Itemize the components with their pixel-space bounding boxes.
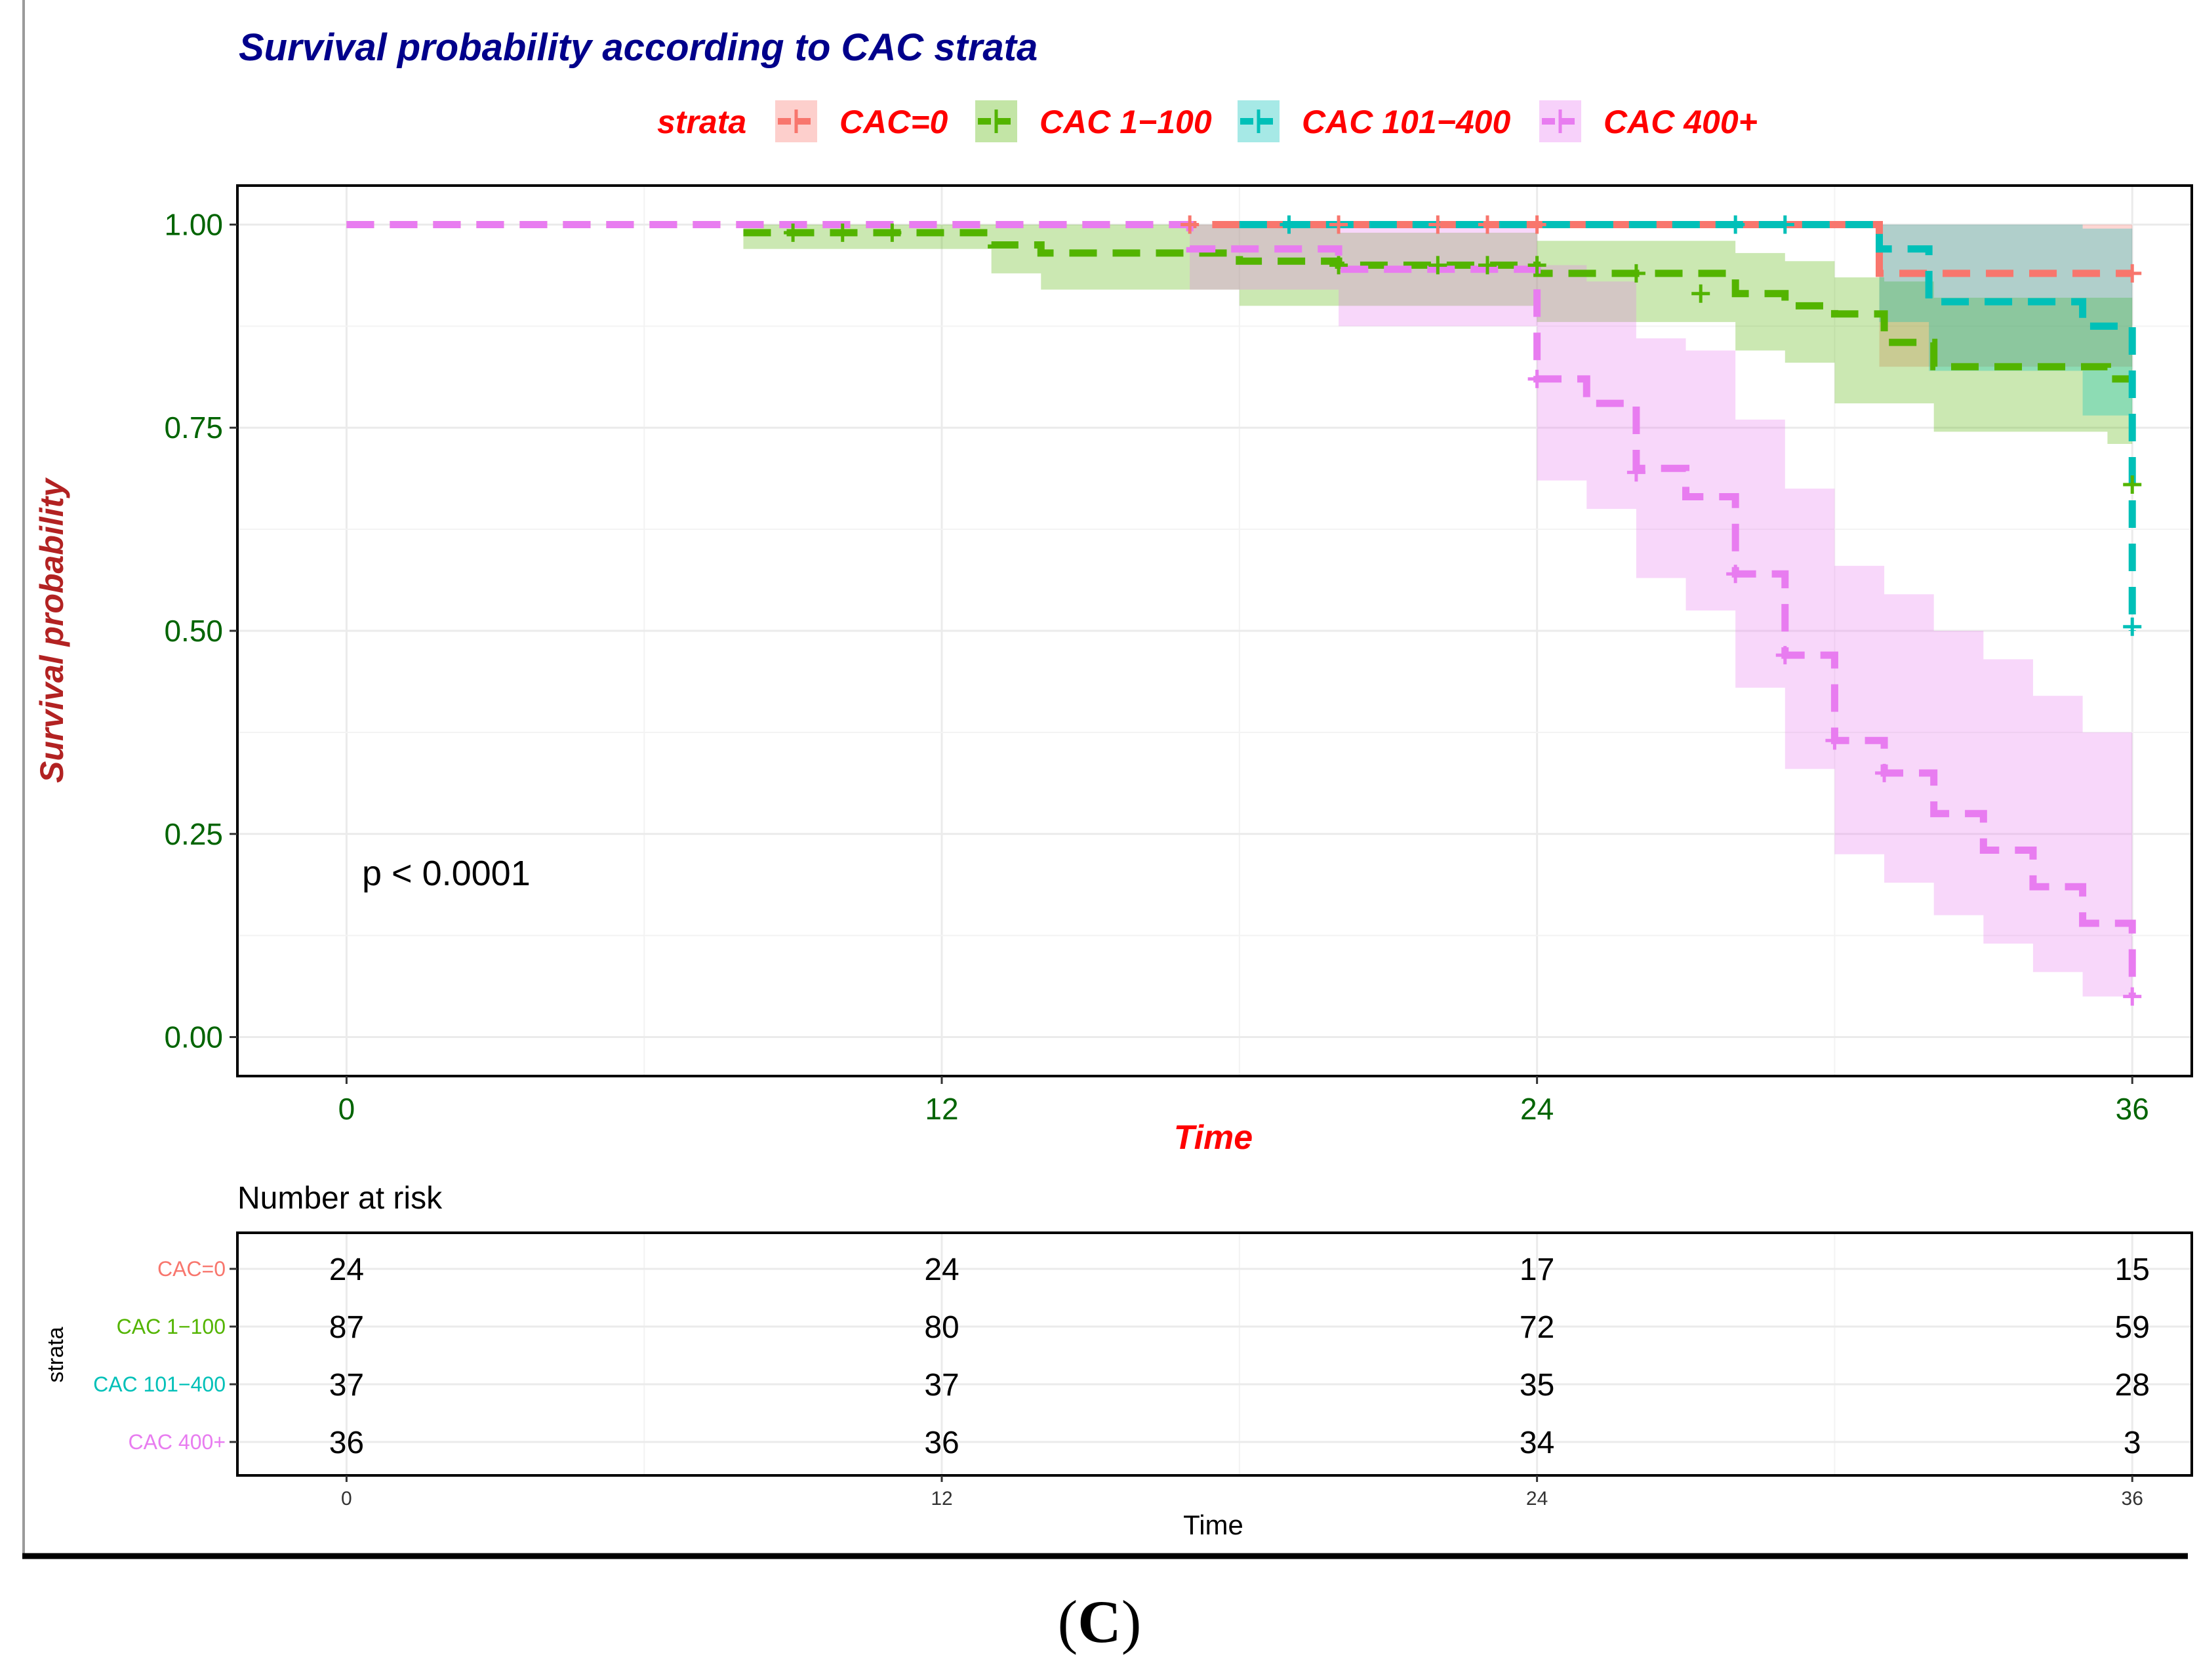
risk-count-cac-1-100-t36: 59 bbox=[2115, 1310, 2150, 1345]
censor-mark-cac-400 bbox=[1825, 731, 1844, 750]
risk-x-tick-label: 36 bbox=[2122, 1488, 2143, 1510]
risk-count-cac-1-100-t24: 72 bbox=[1520, 1310, 1554, 1345]
p-value-annotation: p < 0.0001 bbox=[362, 854, 531, 893]
risk-count-cac-0-t24: 17 bbox=[1520, 1252, 1554, 1287]
risk-table-frame bbox=[236, 1231, 2193, 1477]
chart-title: Survival probability according to CAC st… bbox=[239, 26, 1038, 69]
survival-curve-cac-101-400 bbox=[1239, 220, 2136, 631]
censor-mark-cac-1-100 bbox=[833, 223, 852, 242]
risk-x-tick-label: 12 bbox=[931, 1488, 952, 1510]
panel-label-letter: C bbox=[1078, 1588, 1121, 1655]
risk-row-label-cac-101-400: CAC 101−400 bbox=[93, 1372, 226, 1396]
risk-table-xlabel: Time bbox=[1183, 1510, 1243, 1540]
panel-label: (C) bbox=[1057, 1588, 1142, 1655]
risk-count-cac-101-400-t12: 37 bbox=[924, 1368, 959, 1403]
survival-curve-cac-0 bbox=[346, 220, 2133, 277]
censor-mark-cac-1-100 bbox=[1329, 256, 1348, 275]
censor-mark-cac-400 bbox=[1726, 565, 1745, 584]
ci-band-cac-400 bbox=[346, 224, 2133, 997]
legend-label-cac-0: CAC=0 bbox=[839, 104, 948, 140]
risk-x-tick-label: 24 bbox=[1526, 1488, 1548, 1510]
censor-mark-cac-1-100 bbox=[784, 223, 803, 242]
censor-mark-cac-400 bbox=[1626, 463, 1645, 482]
censor-mark-cac-0 bbox=[1428, 215, 1447, 234]
censor-mark-cac-101-400 bbox=[1280, 215, 1299, 234]
risk-count-cac-0-t36: 15 bbox=[2115, 1252, 2150, 1287]
censor-mark-cac-101-400 bbox=[1726, 215, 1745, 234]
censor-mark-cac-101-400 bbox=[1775, 215, 1794, 234]
censor-mark-cac-0 bbox=[1180, 215, 1200, 234]
legend-title: strata bbox=[657, 104, 746, 140]
censor-mark-cac-1-100 bbox=[1428, 256, 1447, 275]
risk-table-axes: CAC=0 CAC 1−100 CAC 101−400 CAC 400+ 0 12 24 36 bbox=[93, 1257, 2143, 1510]
risk-count-cac-400-t12: 36 bbox=[924, 1426, 959, 1460]
censor-mark-cac-400 bbox=[2123, 987, 2142, 1006]
x-tick-label: 12 bbox=[925, 1092, 958, 1126]
ci-band-cac-0 bbox=[346, 224, 2133, 367]
censor-mark-cac-0 bbox=[2123, 264, 2142, 283]
x-tick-label: 24 bbox=[1520, 1092, 1554, 1126]
x-tick-label: 36 bbox=[2116, 1092, 2149, 1126]
legend: strata CAC=0 CAC 1−100 CAC 101−400 CAC 400+ bbox=[657, 100, 1758, 142]
risk-count-cac-400-t24: 34 bbox=[1520, 1426, 1554, 1460]
censor-mark-cac-1-100 bbox=[1691, 284, 1710, 303]
censor-mark-cac-1-100 bbox=[883, 223, 902, 242]
y-tick-label: 1.00 bbox=[164, 207, 223, 241]
censor-mark-cac-1-100 bbox=[1478, 256, 1497, 275]
risk-table-ylabel: strata bbox=[43, 1327, 68, 1382]
y-tick-label: 0.50 bbox=[164, 614, 223, 648]
censor-mark-cac-1-100 bbox=[2123, 475, 2142, 494]
y-tick-label: 0.75 bbox=[164, 410, 223, 445]
censor-mark-cac-400 bbox=[1527, 369, 1546, 388]
x-axis-title: Time bbox=[1174, 1119, 1253, 1157]
risk-table-title: Number at risk bbox=[237, 1181, 443, 1216]
y-tick-label: 0.25 bbox=[164, 817, 223, 851]
plot-panel: 0.00 0.25 0.50 0.75 1.00 0 12 24 36 bbox=[164, 184, 2193, 1126]
censor-mark-cac-1-100 bbox=[1626, 264, 1645, 283]
legend-label-cac-101-400: CAC 101−400 bbox=[1302, 104, 1510, 140]
censor-mark-cac-0 bbox=[1329, 215, 1348, 234]
censor-mark-cac-0 bbox=[1478, 215, 1497, 234]
risk-count-cac-101-400-t36: 28 bbox=[2115, 1368, 2150, 1403]
y-axis-title: Survival probability bbox=[33, 477, 70, 783]
axes: 0.00 0.25 0.50 0.75 1.00 0 12 24 36 bbox=[164, 207, 2149, 1126]
censor-mark-cac-101-400 bbox=[2123, 617, 2142, 636]
censor-mark-cac-400 bbox=[1775, 646, 1794, 665]
censor-mark-cac-1-100 bbox=[1527, 256, 1546, 275]
risk-row-label-cac-400: CAC 400+ bbox=[128, 1430, 226, 1454]
risk-count-cac-1-100-t0: 87 bbox=[329, 1310, 364, 1345]
risk-row-label-cac-0: CAC=0 bbox=[157, 1257, 226, 1281]
legend-label-cac-400: CAC 400+ bbox=[1604, 104, 1758, 140]
risk-table-cells: 24 24 17 15 87 80 72 59 37 37 35 28 36 36 34 3 bbox=[329, 1252, 2150, 1460]
risk-count-cac-101-400-t0: 37 bbox=[329, 1368, 364, 1403]
censor-marks bbox=[784, 215, 2142, 1006]
censor-mark-cac-0 bbox=[1527, 215, 1546, 234]
legend-label-cac-1-100: CAC 1−100 bbox=[1039, 104, 1212, 140]
risk-table-grid bbox=[237, 1233, 2192, 1475]
survival-curve-cac-1-100 bbox=[743, 229, 2133, 383]
risk-count-cac-0-t12: 24 bbox=[924, 1252, 959, 1287]
risk-x-tick-label: 0 bbox=[341, 1488, 352, 1510]
x-tick-label: 0 bbox=[338, 1092, 355, 1126]
risk-row-label-cac-1-100: CAC 1−100 bbox=[117, 1315, 226, 1338]
ci-band-cac-1-100 bbox=[743, 224, 2133, 445]
risk-count-cac-0-t0: 24 bbox=[329, 1252, 364, 1287]
y-tick-label: 0.00 bbox=[164, 1020, 223, 1054]
risk-count-cac-400-t0: 36 bbox=[329, 1426, 364, 1460]
censor-mark-cac-400 bbox=[1875, 763, 1894, 782]
risk-count-cac-400-t36: 3 bbox=[2124, 1426, 2141, 1460]
risk-count-cac-101-400-t24: 35 bbox=[1520, 1368, 1554, 1403]
risk-count-cac-1-100-t12: 80 bbox=[924, 1310, 959, 1345]
